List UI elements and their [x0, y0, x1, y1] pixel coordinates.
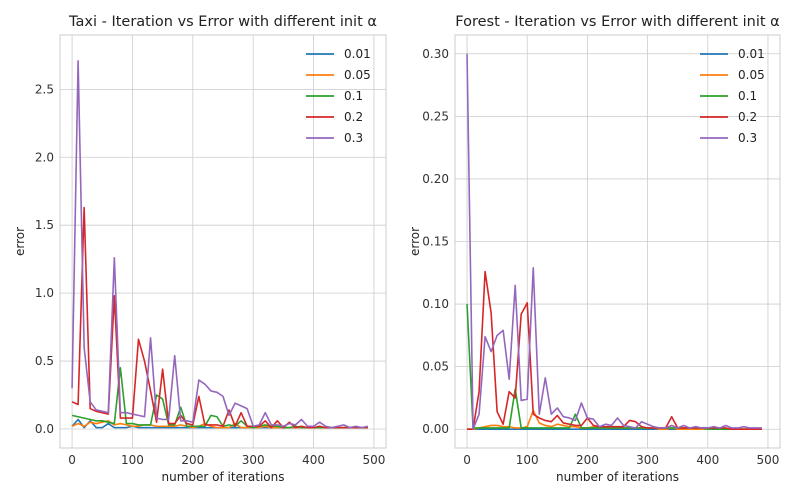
x-tick-label: 400 [696, 453, 719, 467]
x-tick-label: 100 [516, 453, 539, 467]
series-line-0.1 [466, 304, 762, 431]
legend-label: 0.05 [738, 68, 765, 82]
x-tick-label: 500 [362, 453, 385, 467]
y-tick-label: 0.25 [422, 109, 449, 123]
chart-title: Taxi - Iteration vs Error with different… [68, 14, 377, 30]
y-tick-label: 2.0 [35, 150, 54, 164]
chart-panel-0: 0 100 200 300 400 500 0.0 0.5 1.0 1.5 2.0 2.5 Taxi -… [13, 14, 387, 484]
x-tick-label: 300 [242, 453, 265, 467]
series-line-0.3 [466, 53, 762, 431]
x-tick-label: 500 [757, 453, 780, 467]
x-tick-label: 0 [68, 453, 76, 467]
legend-label: 0.3 [344, 131, 363, 145]
chart-title: Forest - Iteration vs Error with differe… [455, 14, 779, 30]
chart-panel-1: 0 100 200 300 400 500 0.00 0.05 0.10 0.15 0.20 0.25… [408, 14, 781, 484]
y-axis-label: error [13, 227, 27, 256]
legend-label: 0.3 [738, 131, 757, 145]
legend: 0.01 0.05 0.1 0.2 0.3 [700, 47, 765, 145]
legend-label: 0.2 [344, 110, 363, 124]
legend-label: 0.1 [344, 89, 363, 103]
y-tick-label: 0.30 [422, 47, 449, 61]
y-tick-label: 0.15 [422, 235, 449, 249]
plot-frame [454, 34, 781, 449]
series-line-0.2 [71, 206, 368, 429]
series-line-0.2 [467, 270, 762, 431]
x-tick-label: 200 [181, 453, 204, 467]
legend-label: 0.1 [738, 89, 757, 103]
plot-frame [59, 34, 387, 449]
y-axis-label: error [408, 227, 422, 256]
x-axis-label: number of iterations [162, 470, 285, 484]
x-axis-label: number of iterations [556, 470, 679, 484]
y-tick-label: 0.0 [35, 422, 54, 436]
y-tick-label: 2.5 [35, 82, 54, 96]
x-tick-label: 200 [576, 453, 599, 467]
legend-label: 0.05 [344, 68, 371, 82]
y-tick-label: 0.00 [422, 422, 449, 436]
x-tick-label: 400 [302, 453, 325, 467]
y-tick-label: 1.0 [35, 286, 54, 300]
legend-label: 0.01 [738, 47, 765, 61]
series-line-0.3 [71, 60, 369, 429]
y-tick-label: 0.10 [422, 297, 449, 311]
y-tick-label: 1.5 [35, 218, 54, 232]
legend-label: 0.01 [344, 47, 371, 61]
x-tick-label: 300 [636, 453, 659, 467]
y-tick-label: 0.5 [35, 354, 54, 368]
series-line-0.1 [71, 367, 368, 429]
x-tick-label: 0 [463, 453, 471, 467]
y-tick-label: 0.20 [422, 172, 449, 186]
legend-label: 0.2 [738, 110, 757, 124]
legend: 0.01 0.05 0.1 0.2 0.3 [306, 47, 371, 145]
x-tick-label: 100 [121, 453, 144, 467]
y-tick-label: 0.05 [422, 360, 449, 374]
